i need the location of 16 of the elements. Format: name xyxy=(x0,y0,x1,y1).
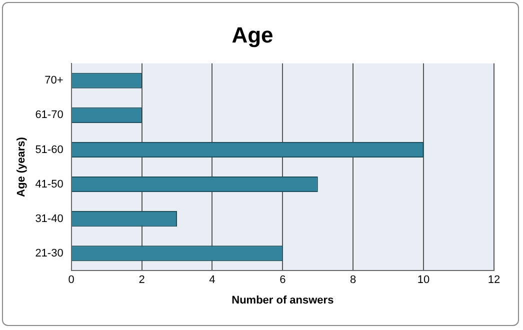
y-tick-label: 61-70 xyxy=(35,109,64,122)
x-tick-label: 4 xyxy=(209,274,216,286)
x-tick-label: 0 xyxy=(68,274,74,286)
y-tick-label: 51-60 xyxy=(35,144,64,156)
x-tick-label: 2 xyxy=(138,274,145,286)
x-tick-label: 6 xyxy=(280,274,286,286)
x-axis-title: Number of answers xyxy=(232,294,334,306)
x-tick-label: 8 xyxy=(350,274,356,286)
y-axis-title: Age (years) xyxy=(16,136,28,197)
y-tick-label: 21-30 xyxy=(35,247,64,260)
x-tick-label: 10 xyxy=(417,274,430,286)
chart-title: Age xyxy=(232,22,274,48)
y-tick-label: 41-50 xyxy=(35,178,64,190)
x-tick-label: 12 xyxy=(488,274,500,286)
y-tick-label: 31-40 xyxy=(35,212,64,225)
y-tick-label: 70+ xyxy=(44,74,64,87)
